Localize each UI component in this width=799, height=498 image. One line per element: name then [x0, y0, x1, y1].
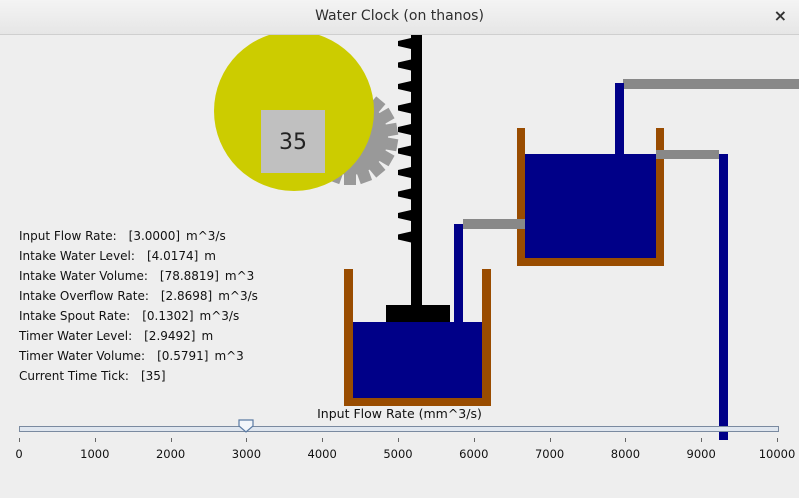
readout-row: Intake Overflow Rate: [2.8698] m^3/s [19, 288, 258, 308]
slider-tick-label: 6000 [459, 447, 489, 461]
rack-tooth [398, 167, 411, 178]
rack-tooth [398, 102, 411, 114]
readout-row: Timer Water Volume: [0.5791] m^3 [19, 348, 258, 368]
slider-tick [398, 438, 399, 442]
slider-tick-label: 8000 [610, 447, 641, 461]
readout-label: Intake Spout Rate: [19, 309, 131, 323]
slider-tick-label: 9000 [686, 447, 716, 461]
slider-tick [170, 438, 172, 442]
readout-unit: m^3/s [218, 289, 258, 303]
readout-unit: m^3 [224, 269, 255, 283]
water-clock-diagram: 35 [214, 35, 799, 440]
slider-tick-label: 2000 [155, 447, 186, 461]
readout-panel: Input Flow Rate: [3.0000] m^3/s Intake Wate… [19, 228, 258, 388]
readout-row: Timer Water Level: [2.9492] m [19, 328, 258, 348]
readout-value: [78.8819] [159, 269, 219, 283]
rack-teeth [398, 38, 411, 243]
slider-tick-label: 4000 [307, 447, 337, 461]
readout-label: Intake Overflow Rate: [19, 289, 149, 303]
rack-tooth [398, 231, 411, 243]
spout-pipe [463, 219, 525, 229]
slider-tick [777, 438, 778, 442]
readout-unit: m^3 [214, 349, 244, 363]
readout-value: [35] [140, 369, 166, 383]
readout-unit: m [201, 329, 214, 343]
supply-pipe [623, 79, 799, 89]
slider-tick-label: 5000 [383, 447, 413, 461]
slider-tick-label: 3000 [231, 447, 262, 461]
readout-row: Intake Spout Rate: [0.1302] m^3/s [19, 308, 258, 328]
readout-label: Timer Water Level: [19, 329, 133, 343]
rack-bar [411, 35, 422, 305]
timer-tank-floor [344, 398, 491, 406]
readout-label: Timer Water Volume: [19, 349, 146, 363]
supply-stream [615, 83, 624, 155]
flow-rate-slider-thumb[interactable] [238, 419, 254, 433]
simulation-canvas: 35 [0, 35, 799, 498]
readout-value: [0.1302] [142, 309, 194, 323]
readout-value: [4.0174] [146, 249, 199, 263]
overflow-pipe [656, 150, 719, 159]
window-title: Water Clock (on thanos) [315, 8, 484, 24]
spout-stream [454, 224, 463, 322]
close-icon[interactable]: × [773, 6, 787, 25]
rack-tooth [398, 124, 411, 135]
slider-tick [94, 438, 96, 442]
slider-tick-label: 10000 [758, 447, 796, 461]
slider-tick [625, 438, 627, 442]
clock-counter: 35 [279, 130, 307, 155]
readout-value: [3.0000] [128, 229, 181, 243]
readout-row: Intake Water Volume: [78.8819] m^3 [19, 268, 258, 288]
flow-rate-slider-track[interactable] [19, 426, 779, 432]
rack-tooth [398, 188, 411, 200]
readout-row: Input Flow Rate: [3.0000] m^3/s [19, 228, 258, 248]
readout-value: [2.9492] [144, 329, 196, 343]
slider-tick [473, 438, 475, 442]
slider-tick [19, 438, 20, 442]
slider-label: Input Flow Rate (mm^3/s) [317, 406, 482, 421]
readout-label: Intake Water Volume: [19, 269, 148, 283]
overflow-stream [719, 154, 728, 440]
readout-label: Intake Water Level: [19, 249, 135, 263]
slider-tick [322, 438, 324, 442]
timer-tank-right-wall [482, 269, 491, 406]
readout-unit: m^3/s [186, 229, 226, 243]
readout-value: [2.8698] [160, 289, 213, 303]
readout-unit: m [204, 249, 216, 263]
intake-tank-left-wall [517, 128, 525, 266]
intake-water [525, 154, 656, 258]
rack-tooth [398, 81, 411, 92]
clock-counter-box [261, 110, 325, 173]
slider-tick [549, 438, 551, 442]
slider-tick-label: 1000 [80, 447, 110, 461]
readout-label: Input Flow Rate: [19, 229, 117, 243]
intake-tank-right-wall [656, 128, 664, 266]
readout-row: Intake Water Level: [4.0174] m [19, 248, 258, 268]
slider-tick-label: 7000 [534, 447, 565, 461]
slider-tick-label: 0 [15, 447, 23, 461]
intake-tank-floor [517, 258, 664, 266]
timer-tank-left-wall [344, 269, 353, 406]
rack-tooth [398, 210, 411, 221]
readout-label: Current Time Tick: [19, 369, 129, 383]
readout-unit: m^3/s [199, 309, 240, 323]
readout-value: [0.5791] [157, 349, 209, 363]
rack-tooth [398, 38, 411, 49]
slider-tick [246, 438, 248, 442]
slider-tick [701, 438, 703, 442]
rack-tooth [398, 145, 411, 157]
timer-water [353, 322, 482, 398]
title-bar: Water Clock (on thanos) × [0, 0, 799, 35]
readout-row: Current Time Tick: [35] [19, 368, 258, 388]
float [386, 305, 450, 322]
rack-tooth [398, 59, 411, 71]
